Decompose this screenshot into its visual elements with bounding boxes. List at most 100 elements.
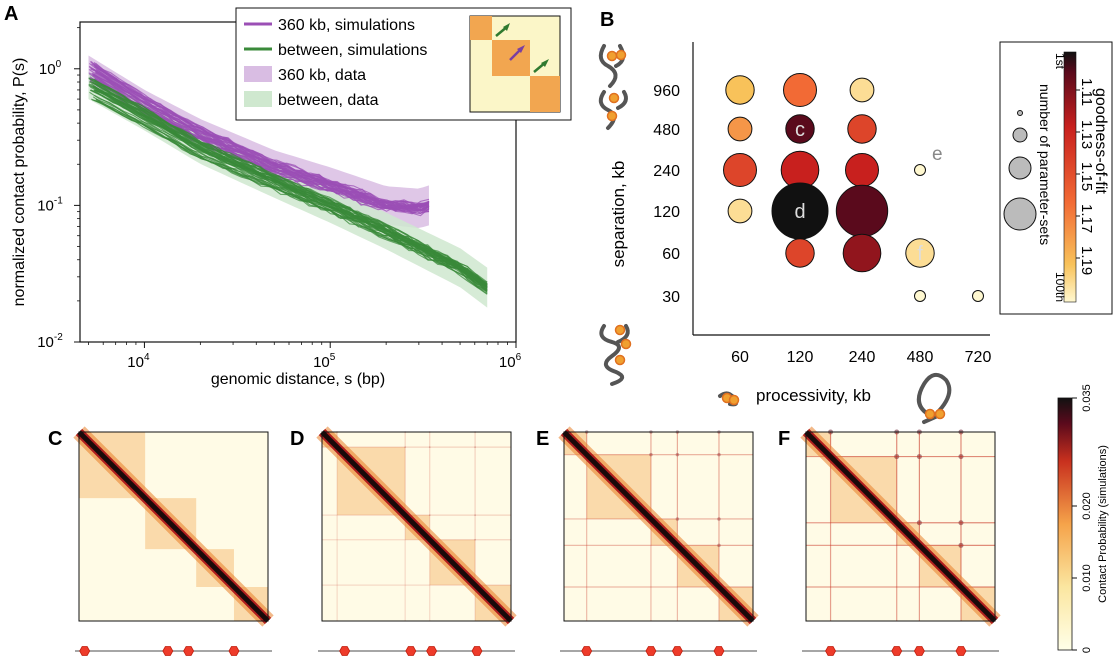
loop-icon-upper bbox=[598, 90, 628, 130]
size-legend-circle-1 bbox=[1017, 110, 1023, 116]
heatmap-colorbar-label: Contact Probability (simulations) bbox=[1097, 445, 1109, 603]
heatmap-colorbar: 0 0.010 0.020 0.035 Contact Probability (si… bbox=[1057, 384, 1109, 653]
panel-a-xlabel: genomic distance, s (bp) bbox=[211, 371, 385, 388]
fit-point bbox=[914, 164, 926, 176]
ctcf-site bbox=[183, 646, 195, 656]
fit-point bbox=[849, 77, 875, 103]
b-y-tick-label: 480 bbox=[653, 122, 680, 139]
fit-point bbox=[842, 233, 882, 273]
sim-line bbox=[90, 67, 430, 211]
heatmap-f bbox=[800, 426, 1001, 656]
size-legend-circle-2 bbox=[1012, 127, 1028, 143]
ctcf-site bbox=[913, 646, 925, 656]
colorbar-bottom-label: 100th bbox=[1053, 272, 1067, 302]
panel-letter-e: E bbox=[536, 428, 549, 450]
goodness-of-fit-label: goodness-of-fit bbox=[1092, 88, 1109, 194]
ctcf-site bbox=[891, 646, 903, 656]
heatmap-e bbox=[558, 426, 759, 656]
fit-point bbox=[845, 153, 879, 187]
colorbar-tick-label: 1.19 bbox=[1078, 246, 1095, 275]
loop-icon-top bbox=[598, 44, 627, 88]
fit-point bbox=[783, 73, 817, 107]
b-x-tick-label: 480 bbox=[907, 349, 934, 366]
panel-letter-f: F bbox=[778, 428, 790, 450]
panel-b-ylabel: separation, kb bbox=[609, 161, 628, 268]
b-y-tick-label: 30 bbox=[662, 289, 680, 306]
panel-a-legend: 360 kb, simulations between, simulations… bbox=[235, 7, 572, 121]
colorbar-tick-label: 1.17 bbox=[1078, 204, 1095, 233]
fit-point bbox=[725, 75, 755, 105]
hm-colorbar-tick-label: 0.035 bbox=[1081, 384, 1093, 412]
point-label: f bbox=[917, 243, 923, 265]
y-tick-label: 10-2 bbox=[37, 332, 63, 351]
legend-patch-green bbox=[244, 91, 272, 107]
point-label: e bbox=[932, 144, 943, 165]
fit-point bbox=[972, 290, 984, 302]
colorbar-tick-label: 1.15 bbox=[1078, 162, 1095, 191]
b-x-tick-label: 240 bbox=[849, 349, 876, 366]
tad-inset-icon bbox=[469, 15, 561, 113]
fit-point bbox=[727, 116, 753, 142]
panel-letter-d: D bbox=[290, 428, 304, 450]
ctcf-site bbox=[405, 646, 417, 656]
ctcf-site bbox=[581, 646, 593, 656]
hm-colorbar-tick-label: 0.010 bbox=[1081, 564, 1093, 592]
small-loop-icon bbox=[718, 391, 740, 407]
ctcf-site bbox=[671, 646, 683, 656]
sim-line bbox=[93, 89, 488, 291]
ctcf-site bbox=[471, 646, 483, 656]
point-label: d bbox=[794, 201, 805, 223]
heatmap-d bbox=[316, 426, 517, 656]
colorbar-tick-label: 1.11 bbox=[1078, 78, 1095, 106]
sim-line bbox=[94, 94, 488, 295]
colorbar-tick-label: 1.13 bbox=[1078, 120, 1095, 149]
fit-point bbox=[785, 238, 815, 268]
panel-b-xlabel: processivity, kb bbox=[756, 386, 871, 405]
x-tick-label: 106 bbox=[499, 352, 522, 371]
ctcf-site bbox=[426, 646, 438, 656]
sim-line bbox=[95, 62, 430, 208]
b-y-tick-label: 240 bbox=[653, 163, 680, 180]
sim-line bbox=[92, 99, 488, 292]
ctcf-site bbox=[162, 646, 174, 656]
legend-label-1: 360 kb, simulations bbox=[278, 17, 415, 34]
sim-line bbox=[92, 82, 488, 289]
sim-line bbox=[93, 99, 488, 295]
size-legend-circle-4 bbox=[1003, 197, 1037, 231]
legend-patch-purple bbox=[244, 66, 272, 82]
b-x-tick-label: 60 bbox=[731, 349, 749, 366]
panel-b-chart: 60 120 240 480 720 30 60 120 240 480 960 c e d f sepa… bbox=[598, 41, 1113, 424]
heatmap-c bbox=[73, 426, 274, 656]
hm-colorbar-tick-label: 0.020 bbox=[1081, 492, 1093, 520]
colorbar-top-label: 1st bbox=[1053, 53, 1067, 70]
y-tick-label: 10-1 bbox=[37, 195, 63, 214]
ctcf-site bbox=[825, 646, 837, 656]
fit-point bbox=[847, 114, 877, 144]
panel-a-chart: 104 105 106 10-2 10-1 100 genomic distance, s… bbox=[11, 7, 572, 388]
b-x-tick-label: 720 bbox=[965, 349, 992, 366]
sim-line bbox=[88, 78, 488, 285]
size-legend-label: number of parameter-sets bbox=[1037, 84, 1053, 245]
loop-icon-dense bbox=[599, 324, 632, 386]
panel-letter-b: B bbox=[600, 9, 614, 31]
y-tick-label: 100 bbox=[39, 59, 62, 78]
fit-point bbox=[905, 238, 935, 268]
ctcf-site bbox=[955, 646, 967, 656]
point-label: c bbox=[795, 119, 805, 141]
b-y-tick-label: 60 bbox=[662, 246, 680, 263]
ctcf-site bbox=[645, 646, 657, 656]
panel-letter-a: A bbox=[4, 3, 18, 25]
panel-b-legend: 1.11 1.13 1.15 1.17 1.19 1st 100th goodness-… bbox=[999, 41, 1113, 315]
ctcf-site bbox=[79, 646, 91, 656]
fit-point bbox=[785, 114, 815, 144]
large-loop-icon bbox=[916, 372, 952, 424]
fit-point bbox=[835, 184, 889, 238]
size-legend-circle-3 bbox=[1008, 156, 1032, 180]
hm-colorbar-tick-label: 0 bbox=[1081, 647, 1093, 653]
ctcf-site bbox=[713, 646, 725, 656]
ctcf-site bbox=[228, 646, 240, 656]
sim-line bbox=[92, 68, 430, 210]
b-x-tick-label: 120 bbox=[787, 349, 814, 366]
fit-point bbox=[727, 198, 753, 224]
